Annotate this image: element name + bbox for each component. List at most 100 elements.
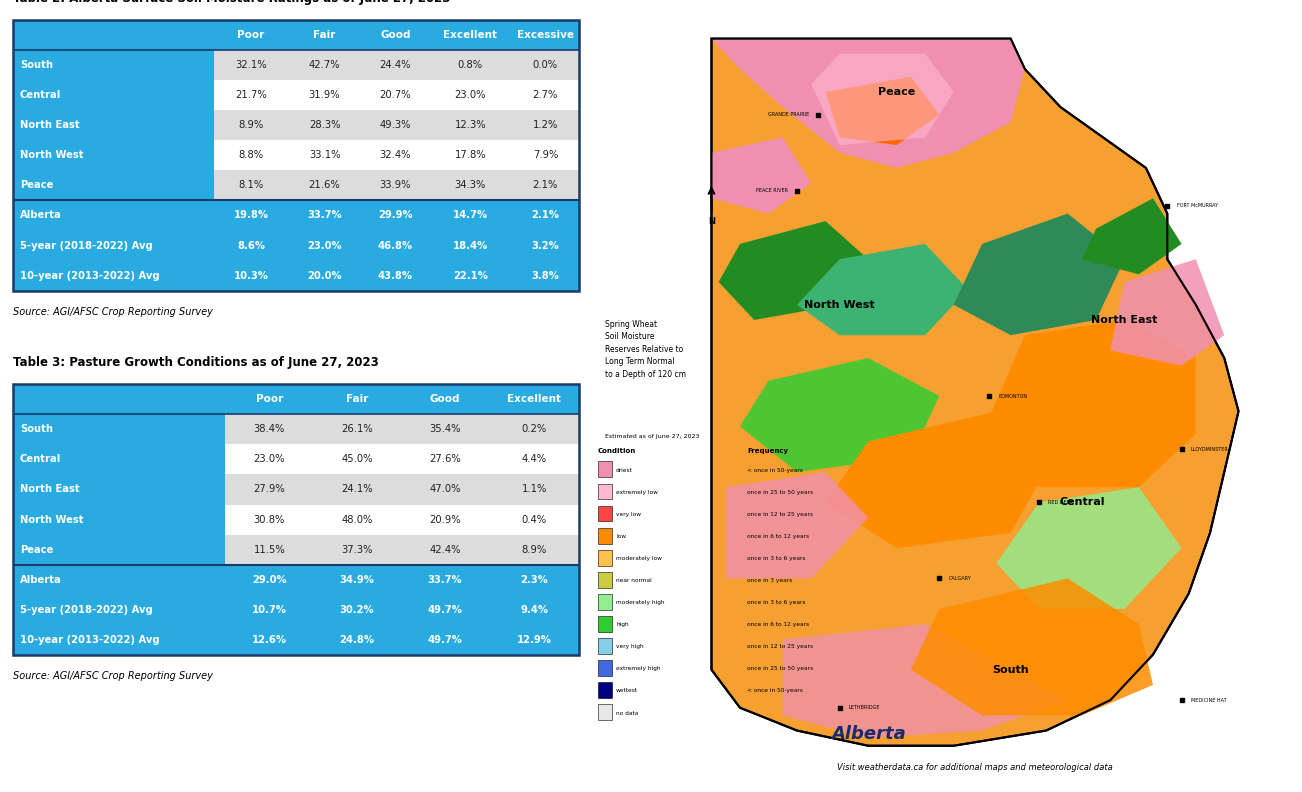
Text: Estimated as of June 27, 2023: Estimated as of June 27, 2023: [604, 434, 699, 439]
Text: Central: Central: [20, 455, 61, 464]
Text: Peace: Peace: [20, 545, 53, 554]
Polygon shape: [711, 39, 1025, 168]
Text: EDMONTON: EDMONTON: [999, 394, 1027, 398]
Bar: [225, 625, 314, 655]
Text: once in 6 to 12 years: once in 6 to 12 years: [747, 623, 810, 627]
Text: 24.4%: 24.4%: [380, 60, 411, 70]
Bar: [13, 535, 225, 565]
Bar: [512, 230, 579, 261]
Text: 24.1%: 24.1%: [341, 485, 372, 494]
Bar: [13, 50, 214, 80]
Text: Fair: Fair: [346, 394, 368, 404]
Text: 7.9%: 7.9%: [533, 150, 559, 160]
Polygon shape: [719, 221, 868, 320]
Text: 33.7%: 33.7%: [427, 575, 462, 584]
Bar: [362, 80, 430, 110]
Bar: [225, 384, 314, 414]
Text: N: N: [708, 217, 715, 227]
Text: 2.1%: 2.1%: [533, 181, 559, 190]
Text: 0.2%: 0.2%: [522, 425, 547, 434]
Text: 49.7%: 49.7%: [427, 635, 462, 645]
Text: Fair: Fair: [314, 30, 336, 40]
Text: 8.8%: 8.8%: [238, 150, 263, 160]
Bar: [13, 414, 225, 444]
Text: < once in 50-years: < once in 50-years: [747, 468, 803, 473]
Bar: [214, 200, 288, 230]
Text: 43.8%: 43.8%: [378, 271, 413, 280]
Text: 8.9%: 8.9%: [238, 120, 263, 130]
Text: 30.8%: 30.8%: [254, 515, 285, 524]
Text: Excellent: Excellent: [444, 30, 497, 40]
Text: 0.0%: 0.0%: [533, 60, 559, 70]
Bar: [488, 414, 579, 444]
Text: 29.0%: 29.0%: [253, 575, 286, 584]
Text: 10-year (2013-2022) Avg: 10-year (2013-2022) Avg: [20, 271, 159, 280]
Bar: [362, 50, 430, 80]
Bar: [214, 80, 288, 110]
Text: 8.9%: 8.9%: [522, 545, 547, 554]
Bar: [288, 200, 362, 230]
Bar: [598, 572, 612, 588]
Text: North East: North East: [20, 120, 79, 130]
Text: Table 2: Alberta Surface Soil Moisture Ratings as of June 27, 2023: Table 2: Alberta Surface Soil Moisture R…: [13, 0, 450, 5]
Text: 19.8%: 19.8%: [233, 211, 268, 220]
Bar: [288, 20, 362, 50]
Text: Peace: Peace: [878, 87, 915, 97]
Text: 5-year (2018-2022) Avg: 5-year (2018-2022) Avg: [20, 241, 152, 250]
Text: 33.7%: 33.7%: [307, 211, 342, 220]
Bar: [362, 261, 430, 291]
Text: 1.2%: 1.2%: [533, 120, 559, 130]
Bar: [13, 565, 225, 595]
Bar: [288, 170, 362, 200]
Polygon shape: [725, 472, 868, 578]
Bar: [430, 170, 512, 200]
Text: RED DEER: RED DEER: [1048, 500, 1073, 505]
Bar: [598, 594, 612, 610]
Text: 8.1%: 8.1%: [238, 181, 263, 190]
Polygon shape: [711, 138, 811, 214]
Text: 30.2%: 30.2%: [340, 605, 375, 615]
Text: Spring Wheat
Soil Moisture
Reserves Relative to
Long Term Normal
to a Depth of 1: Spring Wheat Soil Moisture Reserves Rela…: [604, 320, 686, 379]
Bar: [488, 625, 579, 655]
Text: moderately low: moderately low: [616, 556, 661, 562]
Bar: [488, 505, 579, 535]
Bar: [13, 384, 225, 414]
Text: extremely high: extremely high: [616, 666, 660, 672]
Bar: [598, 505, 612, 521]
Text: once in 12 to 25 years: once in 12 to 25 years: [747, 512, 814, 517]
Text: 23.0%: 23.0%: [307, 241, 342, 250]
Bar: [288, 80, 362, 110]
Text: high: high: [616, 623, 629, 627]
Bar: [512, 200, 579, 230]
Bar: [288, 230, 362, 261]
Bar: [362, 140, 430, 170]
Text: 2.3%: 2.3%: [521, 575, 548, 584]
Text: extremely low: extremely low: [616, 490, 658, 495]
Bar: [401, 535, 488, 565]
Text: 20.0%: 20.0%: [307, 271, 342, 280]
Bar: [13, 505, 225, 535]
Bar: [430, 80, 512, 110]
Bar: [488, 535, 579, 565]
Text: 34.9%: 34.9%: [340, 575, 375, 584]
Text: 20.9%: 20.9%: [430, 515, 461, 524]
Bar: [401, 474, 488, 505]
Text: 49.7%: 49.7%: [427, 605, 462, 615]
Bar: [214, 230, 288, 261]
Text: once in 25 to 50 years: once in 25 to 50 years: [747, 666, 814, 672]
Text: South: South: [20, 425, 53, 434]
Bar: [13, 444, 225, 474]
Text: 27.6%: 27.6%: [428, 455, 461, 464]
Bar: [314, 444, 401, 474]
Text: 48.0%: 48.0%: [341, 515, 372, 524]
Text: North East: North East: [1091, 315, 1157, 325]
Bar: [314, 505, 401, 535]
Text: 9.4%: 9.4%: [519, 605, 548, 615]
Text: South: South: [992, 664, 1029, 675]
Polygon shape: [783, 624, 1068, 738]
Bar: [512, 20, 579, 50]
Bar: [512, 50, 579, 80]
Polygon shape: [1082, 198, 1181, 274]
Text: PEACE RIVER: PEACE RIVER: [755, 188, 788, 193]
Bar: [430, 261, 512, 291]
